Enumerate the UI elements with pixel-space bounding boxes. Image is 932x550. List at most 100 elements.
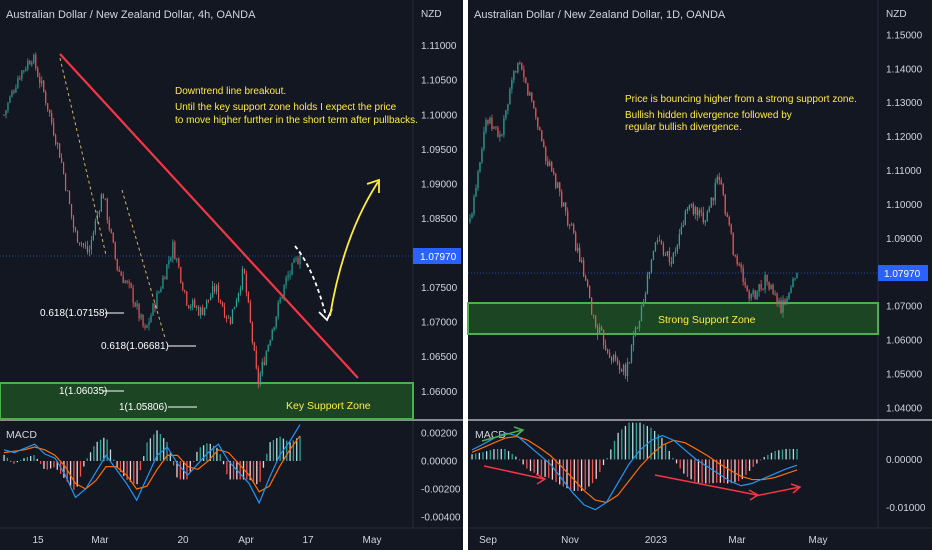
candle-body bbox=[247, 292, 249, 303]
candle-body bbox=[76, 230, 79, 243]
candle-body bbox=[487, 119, 489, 124]
candle-body bbox=[275, 316, 277, 327]
candle-body bbox=[604, 345, 607, 350]
candle-body bbox=[626, 362, 629, 377]
macd-histogram-bar bbox=[533, 459, 535, 473]
candle-body bbox=[31, 62, 33, 65]
macd-histogram-bar bbox=[10, 460, 12, 462]
macd-histogram-bar bbox=[537, 459, 539, 475]
candle-body bbox=[112, 232, 114, 243]
macd-histogram-bar bbox=[478, 452, 481, 460]
left-macd-label: MACD bbox=[6, 429, 37, 441]
candle-body bbox=[21, 70, 23, 79]
macd-histogram-bar bbox=[650, 427, 652, 460]
macd-histogram-bar bbox=[486, 451, 488, 460]
candle-body bbox=[499, 134, 501, 137]
candle-body bbox=[92, 232, 94, 240]
macd-tick-label: 0.00000 bbox=[421, 457, 458, 468]
candle-body bbox=[728, 216, 730, 225]
candle-body bbox=[590, 297, 593, 315]
macd-histogram-bar bbox=[507, 451, 510, 460]
candle-body bbox=[736, 255, 738, 265]
macd-histogram-bar bbox=[276, 438, 278, 461]
fib-label-1: 0.618(1.07158) bbox=[40, 308, 108, 319]
macd-histogram-bar bbox=[166, 442, 168, 461]
price-tick-label: 1.09000 bbox=[421, 179, 458, 190]
candle-body bbox=[11, 90, 13, 97]
candle-body bbox=[255, 350, 257, 369]
candle-body bbox=[776, 293, 778, 304]
macd-histogram-bar bbox=[113, 459, 115, 461]
price-tick-label: 1.06500 bbox=[421, 352, 458, 363]
time-tick-label: Nov bbox=[561, 535, 579, 546]
candle-body bbox=[577, 247, 579, 251]
candle-body bbox=[162, 277, 164, 289]
candle-body bbox=[694, 207, 696, 214]
candle-body bbox=[628, 362, 631, 364]
candle-body bbox=[473, 196, 475, 214]
candle-body bbox=[698, 210, 700, 216]
candle-body bbox=[200, 307, 202, 316]
candle-body bbox=[740, 264, 742, 268]
candle-body bbox=[251, 322, 253, 343]
candle-body bbox=[495, 126, 497, 128]
price-tick-label: 1.07000 bbox=[421, 318, 458, 329]
macd-histogram-bar bbox=[222, 461, 225, 465]
macd-histogram-bar bbox=[496, 448, 499, 460]
macd-histogram-bar bbox=[690, 459, 692, 480]
macd-histogram-bar bbox=[727, 459, 729, 484]
candle-body bbox=[82, 243, 85, 246]
candle-body bbox=[66, 190, 69, 192]
candle-body bbox=[690, 204, 692, 206]
candle-body bbox=[132, 287, 134, 303]
fib-label-2: 0.618(1.06681) bbox=[101, 341, 169, 352]
macd-histogram-bar bbox=[796, 448, 798, 460]
candle-body bbox=[565, 202, 567, 212]
macd-histogram-bar bbox=[493, 449, 495, 460]
candle-body bbox=[7, 102, 9, 111]
candle-body bbox=[700, 210, 702, 213]
candle-body bbox=[204, 307, 206, 315]
macd-histogram-bar bbox=[199, 447, 201, 461]
macd-signal-line bbox=[3, 435, 301, 493]
candle-body bbox=[192, 300, 194, 307]
macd-histogram-bar bbox=[789, 448, 791, 460]
candle-body bbox=[471, 213, 473, 219]
bullish-arrow-path bbox=[329, 181, 379, 317]
candle-body bbox=[249, 302, 251, 323]
candle-body bbox=[68, 191, 71, 205]
left-time-axis-ticks: 15 Mar 20 Apr 17 May bbox=[32, 535, 381, 546]
macd-histogram-bar bbox=[657, 434, 659, 460]
candle-body bbox=[59, 143, 61, 158]
candle-body bbox=[152, 303, 154, 316]
candle-body bbox=[41, 80, 43, 84]
macd-histogram-bar bbox=[119, 461, 122, 473]
macd-divergence-arrow-2 bbox=[654, 474, 758, 496]
candle-body bbox=[263, 361, 265, 366]
candle-body bbox=[704, 220, 706, 223]
right-price-tag bbox=[878, 265, 928, 281]
macd-histogram-bar bbox=[46, 461, 48, 470]
candle-body bbox=[712, 197, 714, 201]
left-macd-pane bbox=[3, 424, 301, 505]
macd-histogram-bar bbox=[192, 461, 195, 462]
candle-body bbox=[610, 357, 613, 361]
candle-body bbox=[563, 202, 565, 207]
candle-body bbox=[533, 100, 535, 109]
macd-histogram-bar bbox=[209, 443, 211, 461]
candle-body bbox=[198, 306, 200, 316]
macd-histogram-bar bbox=[584, 459, 586, 490]
time-tick-label: 2023 bbox=[645, 535, 668, 546]
candle-body bbox=[778, 300, 780, 304]
macd-histogram-bar bbox=[701, 459, 703, 484]
candle-body bbox=[134, 302, 136, 307]
candle-body bbox=[692, 204, 694, 214]
candle-body bbox=[497, 127, 499, 137]
candle-body bbox=[710, 197, 712, 208]
candle-body bbox=[722, 184, 724, 195]
panel-separator bbox=[463, 0, 468, 550]
candle-body bbox=[511, 79, 513, 89]
macd-histogram-bar bbox=[632, 422, 634, 460]
candle-body bbox=[239, 288, 242, 293]
